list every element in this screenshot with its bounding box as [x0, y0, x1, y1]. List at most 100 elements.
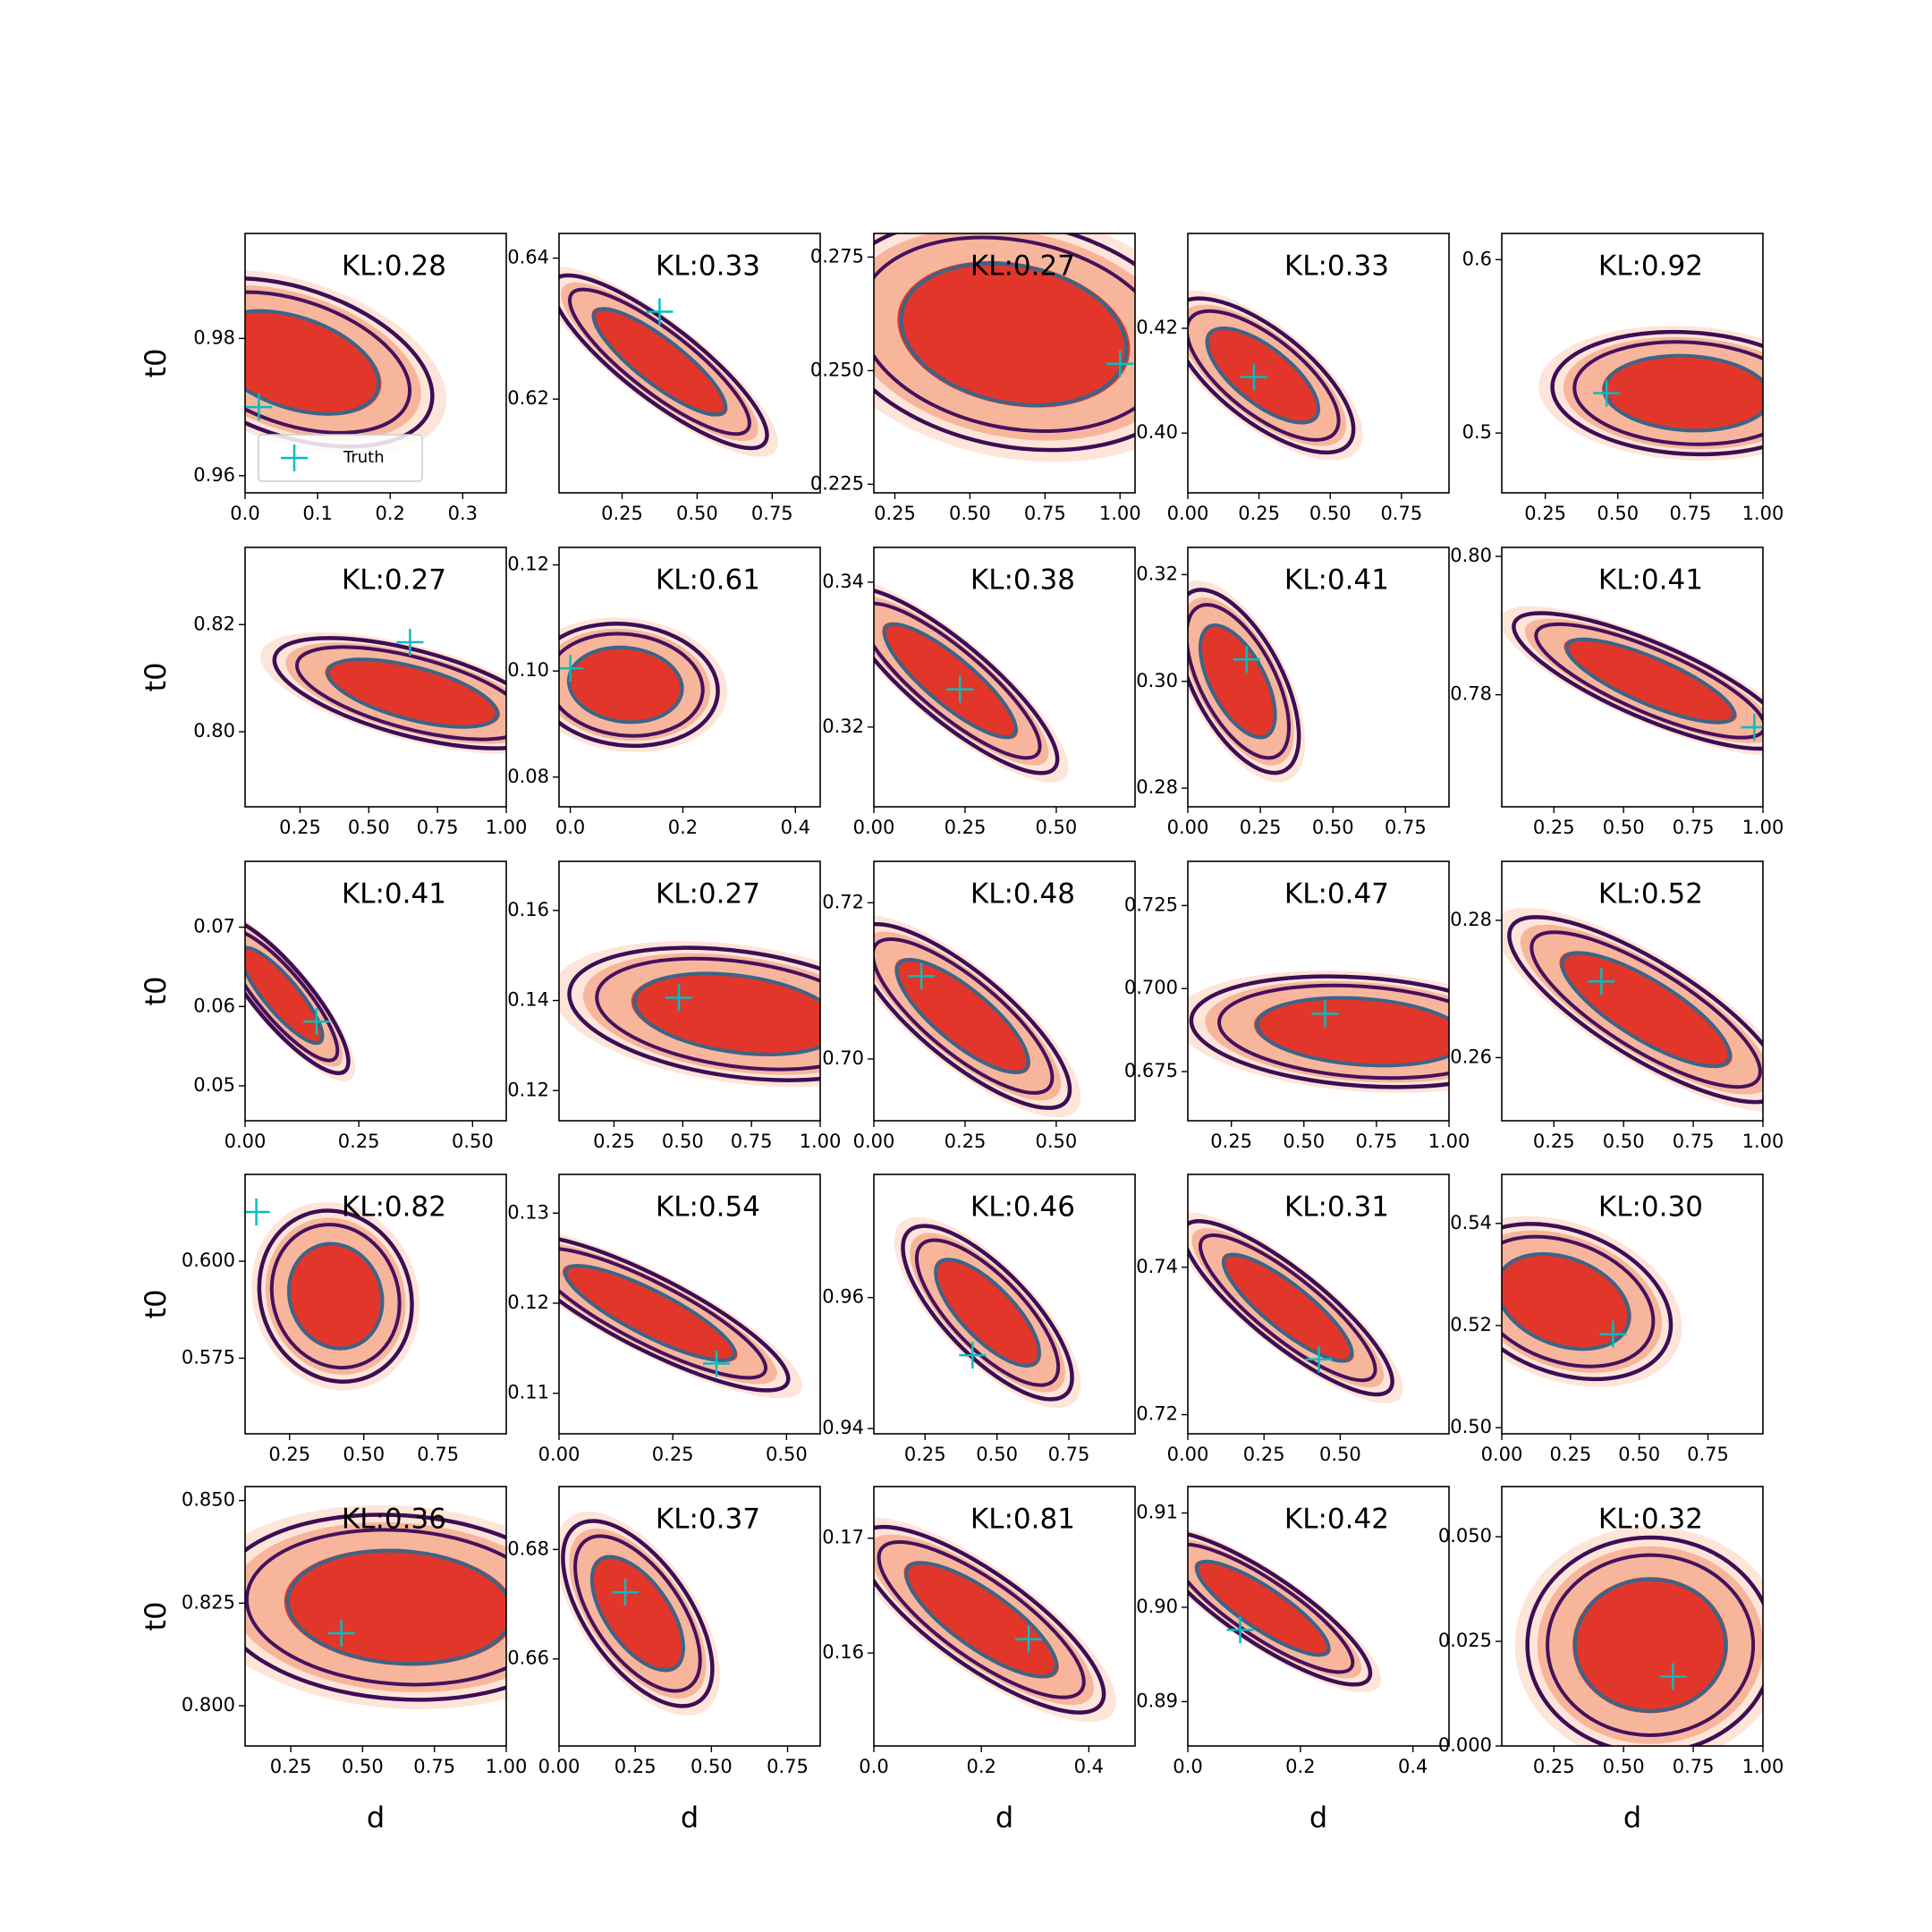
- subplot-title: KL:0.41: [1598, 564, 1703, 597]
- subplot-title: KL:0.37: [656, 1504, 760, 1536]
- y-tick-label: 0.64: [507, 247, 549, 268]
- subplot-title: KL:0.82: [342, 1191, 446, 1224]
- x-tick-label: 1.00: [1742, 503, 1784, 524]
- subplot-title: KL:0.33: [656, 250, 760, 283]
- x-tick-label: 0.00: [538, 1756, 580, 1777]
- density-contour: [1602, 354, 1763, 432]
- x-tick-label: 0.50: [342, 1756, 384, 1777]
- x-axis-label: d: [681, 1801, 699, 1835]
- density-contour: [882, 622, 1019, 740]
- y-tick-label: 0.68: [507, 1538, 549, 1559]
- density-contour: [899, 261, 1129, 407]
- subplot-title: KL:0.27: [342, 564, 446, 597]
- density-group: [1188, 1524, 1382, 1692]
- density-contour: [1603, 353, 1763, 433]
- truth-marker: [1233, 646, 1260, 674]
- density-contour: [631, 971, 820, 1056]
- y-tick-label: 0.52: [1450, 1314, 1492, 1335]
- subplot-title: KL:0.92: [1598, 250, 1703, 283]
- x-tick-label: 0.4: [1074, 1756, 1104, 1777]
- density-contour: [1189, 974, 1449, 1089]
- y-tick-label: 0.825: [182, 1591, 235, 1613]
- subplot: 0.25 0.50 0.75 0.62 0.64 KL:0.33: [507, 233, 821, 524]
- subplot-title: KL:0.31: [1284, 1191, 1389, 1224]
- density-contour: [1564, 637, 1736, 724]
- density-group: [1188, 1212, 1403, 1403]
- x-tick-label: 0.25: [874, 503, 916, 524]
- density-contour: [894, 957, 1030, 1074]
- y-tick-label: 0.62: [507, 387, 549, 409]
- density-contour: [287, 1241, 385, 1351]
- truth-marker: [611, 1579, 639, 1606]
- axes-frame: [1187, 547, 1450, 808]
- density-group: [1502, 1216, 1682, 1387]
- y-tick-label: 0.32: [1136, 563, 1178, 584]
- density-contour: [295, 645, 506, 741]
- density-contour: [1502, 1252, 1631, 1352]
- x-tick-label: 0.75: [1670, 503, 1712, 524]
- axes-frame: [1187, 1174, 1450, 1435]
- y-tick-label: 0.06: [193, 995, 235, 1016]
- density-contour: [573, 1534, 702, 1693]
- x-tick-label: 0.50: [949, 503, 991, 524]
- truth-marker: [1240, 363, 1267, 391]
- y-tick-label: 0.225: [810, 472, 864, 494]
- density-group: [559, 617, 728, 752]
- x-axis-label: d: [367, 1801, 385, 1835]
- y-tick-label: 0.10: [507, 659, 549, 681]
- density-contour: [903, 1561, 1059, 1679]
- density-contour: [567, 287, 751, 436]
- legend-box: [258, 434, 423, 482]
- x-tick-label: 0.0: [230, 503, 259, 524]
- x-tick-label: 0.75: [1024, 503, 1066, 524]
- x-tick-label: 0.00: [225, 1131, 267, 1152]
- y-tick-label: 0.17: [822, 1527, 864, 1548]
- y-tick-label: 0.07: [193, 916, 235, 937]
- density-contour: [1253, 996, 1449, 1067]
- density-group: [874, 579, 1069, 783]
- truth-marker: [665, 984, 693, 1012]
- density-contour: [632, 971, 820, 1056]
- density-contour: [245, 290, 412, 435]
- axes-frame: [244, 547, 507, 808]
- density-contour: [245, 945, 325, 1045]
- density-contour: [1188, 309, 1341, 442]
- density-contour: [559, 1233, 791, 1393]
- density-contour: [245, 915, 351, 1076]
- x-tick-label: 0.25: [593, 1131, 635, 1152]
- y-tick-label: 0.000: [1438, 1734, 1492, 1756]
- subplot: 0.0 0.2 0.4 0.89 0.90 0.91 KL:0.42 d: [1136, 1486, 1450, 1835]
- x-tick-label: 0.00: [1481, 1444, 1523, 1465]
- density-contour: [1572, 1577, 1729, 1714]
- subplot-title: KL:0.28: [342, 250, 446, 283]
- density-contour: [564, 1264, 737, 1362]
- y-tick-label: 0.275: [810, 245, 864, 267]
- x-tick-label: 0.50: [452, 1131, 494, 1152]
- y-tick-label: 0.800: [182, 1694, 235, 1716]
- subplot-title: KL:0.41: [1284, 564, 1389, 597]
- density-contour: [1199, 623, 1277, 740]
- density-contour: [559, 1246, 768, 1380]
- subplot: 0.0 0.2 0.4 0.16 0.17 KL:0.81 d: [822, 1486, 1136, 1835]
- x-tick-label: 0.25: [601, 503, 643, 524]
- x-tick-label: 1.00: [1742, 1131, 1784, 1152]
- y-tick-label: 0.11: [507, 1382, 549, 1403]
- axes-frame: [558, 1174, 821, 1435]
- density-contour: [245, 276, 435, 449]
- subplot-title: KL:0.46: [970, 1191, 1075, 1224]
- density-contour: [269, 1223, 402, 1370]
- y-tick-label: 0.50: [1450, 1416, 1492, 1437]
- x-axis-label: d: [996, 1801, 1013, 1835]
- x-tick-label: 0.25: [338, 1131, 380, 1152]
- subplot-title: KL:0.36: [342, 1504, 446, 1536]
- x-tick-label: 0.00: [538, 1444, 580, 1465]
- density-contour: [567, 645, 684, 724]
- x-tick-label: 0.0: [1173, 1756, 1202, 1777]
- density-contour: [1502, 1234, 1656, 1368]
- y-axis-label: t0: [139, 349, 173, 378]
- density-contour: [874, 235, 1135, 434]
- y-tick-label: 0.26: [1450, 1046, 1492, 1067]
- truth-marker: [1305, 1345, 1333, 1373]
- density-contour: [1512, 611, 1763, 751]
- subplot-title: KL:0.42: [1284, 1504, 1389, 1536]
